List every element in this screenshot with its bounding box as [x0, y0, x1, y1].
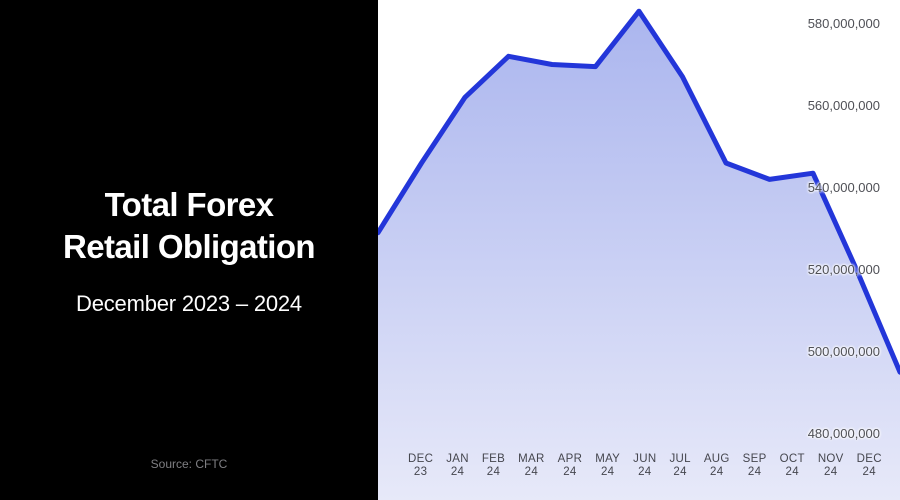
x-axis-tick-label: JAN 24 — [446, 453, 469, 479]
x-tick-year: 24 — [563, 466, 577, 478]
x-axis-tick-label: AUG 24 — [704, 453, 730, 479]
x-tick-month: JUN — [633, 453, 657, 465]
x-tick-year: 24 — [486, 466, 501, 478]
x-tick-month: APR — [557, 453, 583, 465]
source-note: Source: CFTC — [150, 457, 228, 471]
chart-title: Total Forex Retail Obligation — [63, 184, 316, 268]
x-axis-tick-label: DEC 23 — [408, 453, 433, 479]
x-tick-month: MAY — [595, 453, 621, 465]
x-tick-year: 24 — [600, 466, 615, 478]
x-tick-month: DEC — [408, 453, 434, 465]
x-axis-tick-label: OCT 24 — [780, 453, 805, 479]
x-axis-tick-label: MAY 24 — [595, 453, 620, 479]
x-axis-tick-label: NOV 24 — [818, 453, 844, 479]
x-axis-tick-label: JUN 24 — [633, 453, 656, 479]
x-tick-month: OCT — [779, 453, 805, 465]
x-axis-tick-label: APR 24 — [558, 453, 583, 479]
chart-title-line1: Total Forex — [104, 185, 274, 223]
x-axis-tick-label: SEP 24 — [743, 453, 767, 479]
title-panel: Total Forex Retail Obligation December 2… — [0, 0, 378, 500]
x-axis-labels: DEC 23 JAN 24 FEB 24 MAR 24 APR 24 MAY 24 JUN 24 JUL 24… — [378, 453, 900, 479]
x-axis-tick-label: JUL 24 — [669, 453, 690, 479]
x-tick-month: DEC — [856, 453, 882, 465]
x-tick-month: FEB — [481, 453, 506, 465]
area-fill — [378, 11, 900, 500]
x-tick-year: 24 — [638, 466, 652, 478]
x-tick-year: 24 — [862, 466, 876, 478]
x-axis-tick-label: MAR 24 — [518, 453, 544, 479]
x-axis-tick-label: FEB 24 — [482, 453, 505, 479]
trend-line — [378, 8, 900, 375]
x-tick-year: 24 — [824, 466, 838, 478]
x-tick-year: 23 — [413, 466, 428, 478]
chart-title-line2: Retail Obligation — [63, 227, 316, 265]
x-tick-year: 24 — [450, 466, 465, 478]
x-tick-month: JAN — [446, 453, 469, 465]
x-axis-tick-label: DEC 24 — [857, 453, 882, 479]
x-tick-year: 24 — [710, 466, 724, 478]
x-tick-year: 24 — [524, 466, 539, 478]
chart-area: 580,000,000 560,000,000 540,000,000 520,000… — [378, 0, 900, 500]
chart-subtitle: December 2023 – 2024 — [76, 290, 302, 316]
x-tick-month: NOV — [817, 453, 844, 465]
x-tick-month: MAR — [518, 453, 545, 465]
x-tick-year: 24 — [785, 466, 799, 478]
x-tick-month: AUG — [703, 453, 730, 465]
x-tick-year: 24 — [673, 466, 687, 478]
x-tick-month: JUL — [669, 453, 691, 465]
x-tick-month: SEP — [742, 453, 767, 465]
area-chart — [378, 8, 900, 500]
x-tick-year: 24 — [747, 466, 762, 478]
